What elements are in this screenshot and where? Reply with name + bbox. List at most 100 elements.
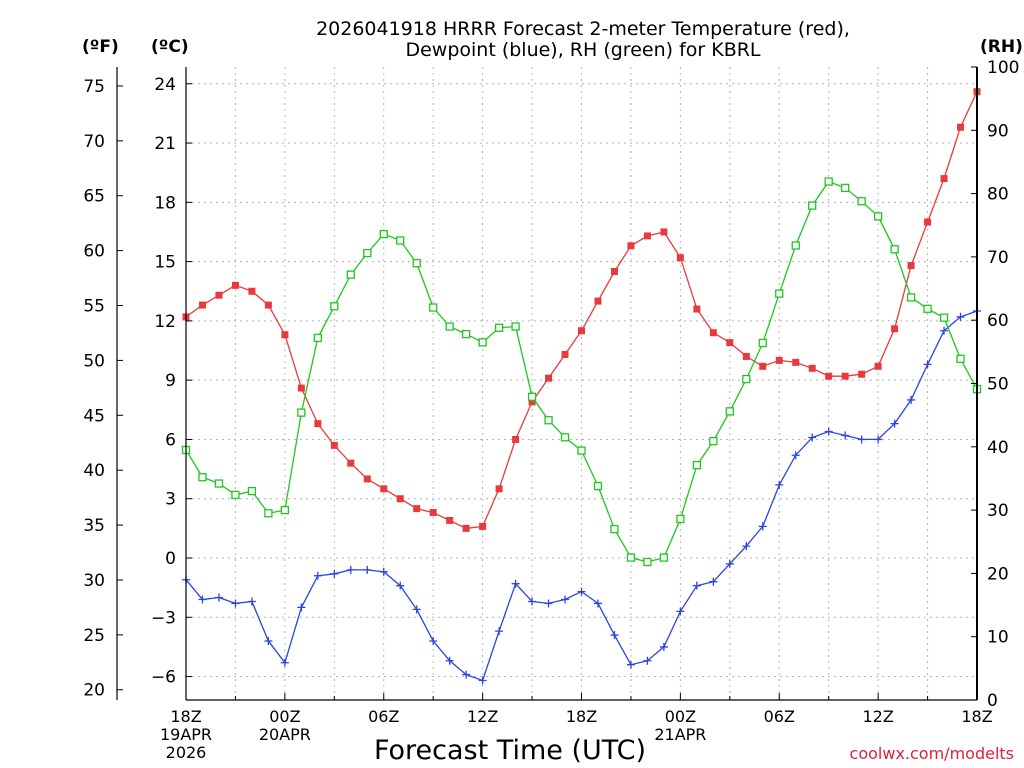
x-tick-label: 19APR (160, 725, 212, 744)
dewpoint-point (940, 326, 949, 335)
dewpoint-point (824, 427, 833, 436)
fahrenheit-tick-label: 70 (83, 132, 105, 152)
2-meter-temperature-point (396, 495, 404, 503)
dewpoint-point (742, 542, 751, 551)
rh-point (643, 557, 652, 567)
dewpoint-point (297, 603, 306, 612)
dewpoint-point (544, 599, 553, 608)
rh-point (198, 473, 207, 482)
dewpoint-point (725, 559, 734, 568)
chart-title-line-1: 2026041918 HRRR Forecast 2-meter Tempera… (316, 18, 850, 40)
rh-point (890, 245, 899, 254)
2-meter-temperature-point (660, 228, 668, 236)
rh-point (214, 479, 224, 488)
rh-point (429, 303, 438, 312)
rh-point (330, 302, 339, 311)
rh-point (906, 293, 916, 302)
dewpoint-point (874, 435, 883, 444)
dewpoint-point (379, 567, 388, 576)
2-meter-temperature-point (561, 350, 569, 358)
dewpoint-point (593, 599, 602, 608)
dewpoint-point (692, 581, 701, 590)
2-meter-temperature-point (891, 325, 899, 333)
rh-point (709, 436, 718, 446)
2-meter-temperature-point (726, 339, 734, 347)
dewpoint-point (346, 565, 355, 574)
rh-point (461, 329, 471, 339)
fahrenheit-tick-label: 35 (83, 516, 105, 536)
rh-point (280, 505, 290, 515)
rh-point (626, 553, 636, 562)
x-tick-label: 21APR (654, 725, 706, 744)
rh-point (297, 408, 306, 417)
2-meter-temperature-point (297, 384, 305, 392)
rh-point (494, 323, 504, 332)
dewpoint-point (363, 565, 372, 574)
2-meter-temperature-point (248, 287, 256, 295)
rh-point (527, 392, 537, 401)
celsius-tick-label: −3 (151, 608, 176, 628)
2-meter-temperature-point (578, 327, 585, 335)
2-meter-temperature-point (594, 297, 602, 305)
2-meter-temperature-point (347, 459, 355, 467)
dewpoint-point (198, 595, 207, 604)
dewpoint-point (429, 636, 438, 645)
fahrenheit-tick-label: 30 (83, 571, 105, 591)
celsius-tick-label: 12 (154, 312, 176, 332)
dewpoint-point (758, 522, 767, 531)
x-tick-label: 00Z (665, 707, 696, 726)
2-meter-temperature-point (610, 267, 618, 275)
celsius-tick-label: 6 (165, 430, 176, 450)
x-tick-label: 06Z (764, 707, 795, 726)
fahrenheit-tick-label: 25 (83, 626, 105, 646)
rh-point (923, 304, 932, 313)
rh-tick-label: 50 (987, 375, 1009, 395)
rh-point (593, 481, 603, 491)
celsius-tick-label: 9 (165, 371, 176, 391)
dewpoint-point (561, 595, 570, 604)
rh-tick-label: 60 (987, 311, 1009, 331)
rh-point (824, 177, 833, 186)
2-meter-temperature-point (808, 364, 816, 372)
2-meter-temperature-point (874, 362, 882, 370)
rh-point (873, 212, 883, 221)
fahrenheit-tick-label: 55 (83, 297, 105, 317)
dewpoint-point (610, 631, 619, 640)
2-meter-temperature-point (676, 254, 684, 262)
2-meter-temperature-point (709, 329, 717, 337)
celsius-tick-label: 3 (165, 490, 176, 510)
rh-point (692, 461, 702, 470)
rh-point (676, 514, 685, 524)
fahrenheit-tick-label: 40 (83, 461, 105, 481)
rh-point (956, 354, 965, 363)
rh-point (396, 236, 405, 245)
dewpoint-point (808, 433, 817, 442)
fahrenheit-unit-label: (ºF) (82, 37, 119, 57)
2-meter-temperature-point (198, 301, 206, 309)
rh-point (445, 322, 454, 331)
2-meter-temperature-point (957, 123, 965, 131)
celsius-tick-label: −6 (151, 668, 176, 688)
rh-tick-label: 80 (987, 185, 1009, 205)
rh-tick-label: 70 (987, 248, 1009, 268)
x-axis-label: Forecast Time (UTC) (374, 735, 646, 766)
dewpoint-point (907, 395, 916, 404)
2-meter-temperature-point (841, 372, 849, 380)
dewpoint-point (478, 676, 487, 685)
rh-tick-label: 40 (987, 438, 1009, 458)
x-tick-label: 06Z (368, 707, 399, 726)
2-meter-temperature-point (643, 232, 651, 240)
dewpoint-point (841, 431, 850, 440)
dewpoint-point (528, 597, 537, 606)
rh-point (231, 490, 240, 500)
x-tick-label: 12Z (467, 707, 498, 726)
2-meter-temperature-point (775, 356, 783, 364)
rh-tick-label: 30 (987, 501, 1009, 521)
2-meter-temperature-point (742, 352, 750, 360)
celsius-tick-label: 0 (165, 549, 176, 569)
2-meter-temperature-point (907, 262, 915, 270)
rh-point (379, 229, 388, 239)
2-meter-temperature-point (429, 509, 437, 517)
